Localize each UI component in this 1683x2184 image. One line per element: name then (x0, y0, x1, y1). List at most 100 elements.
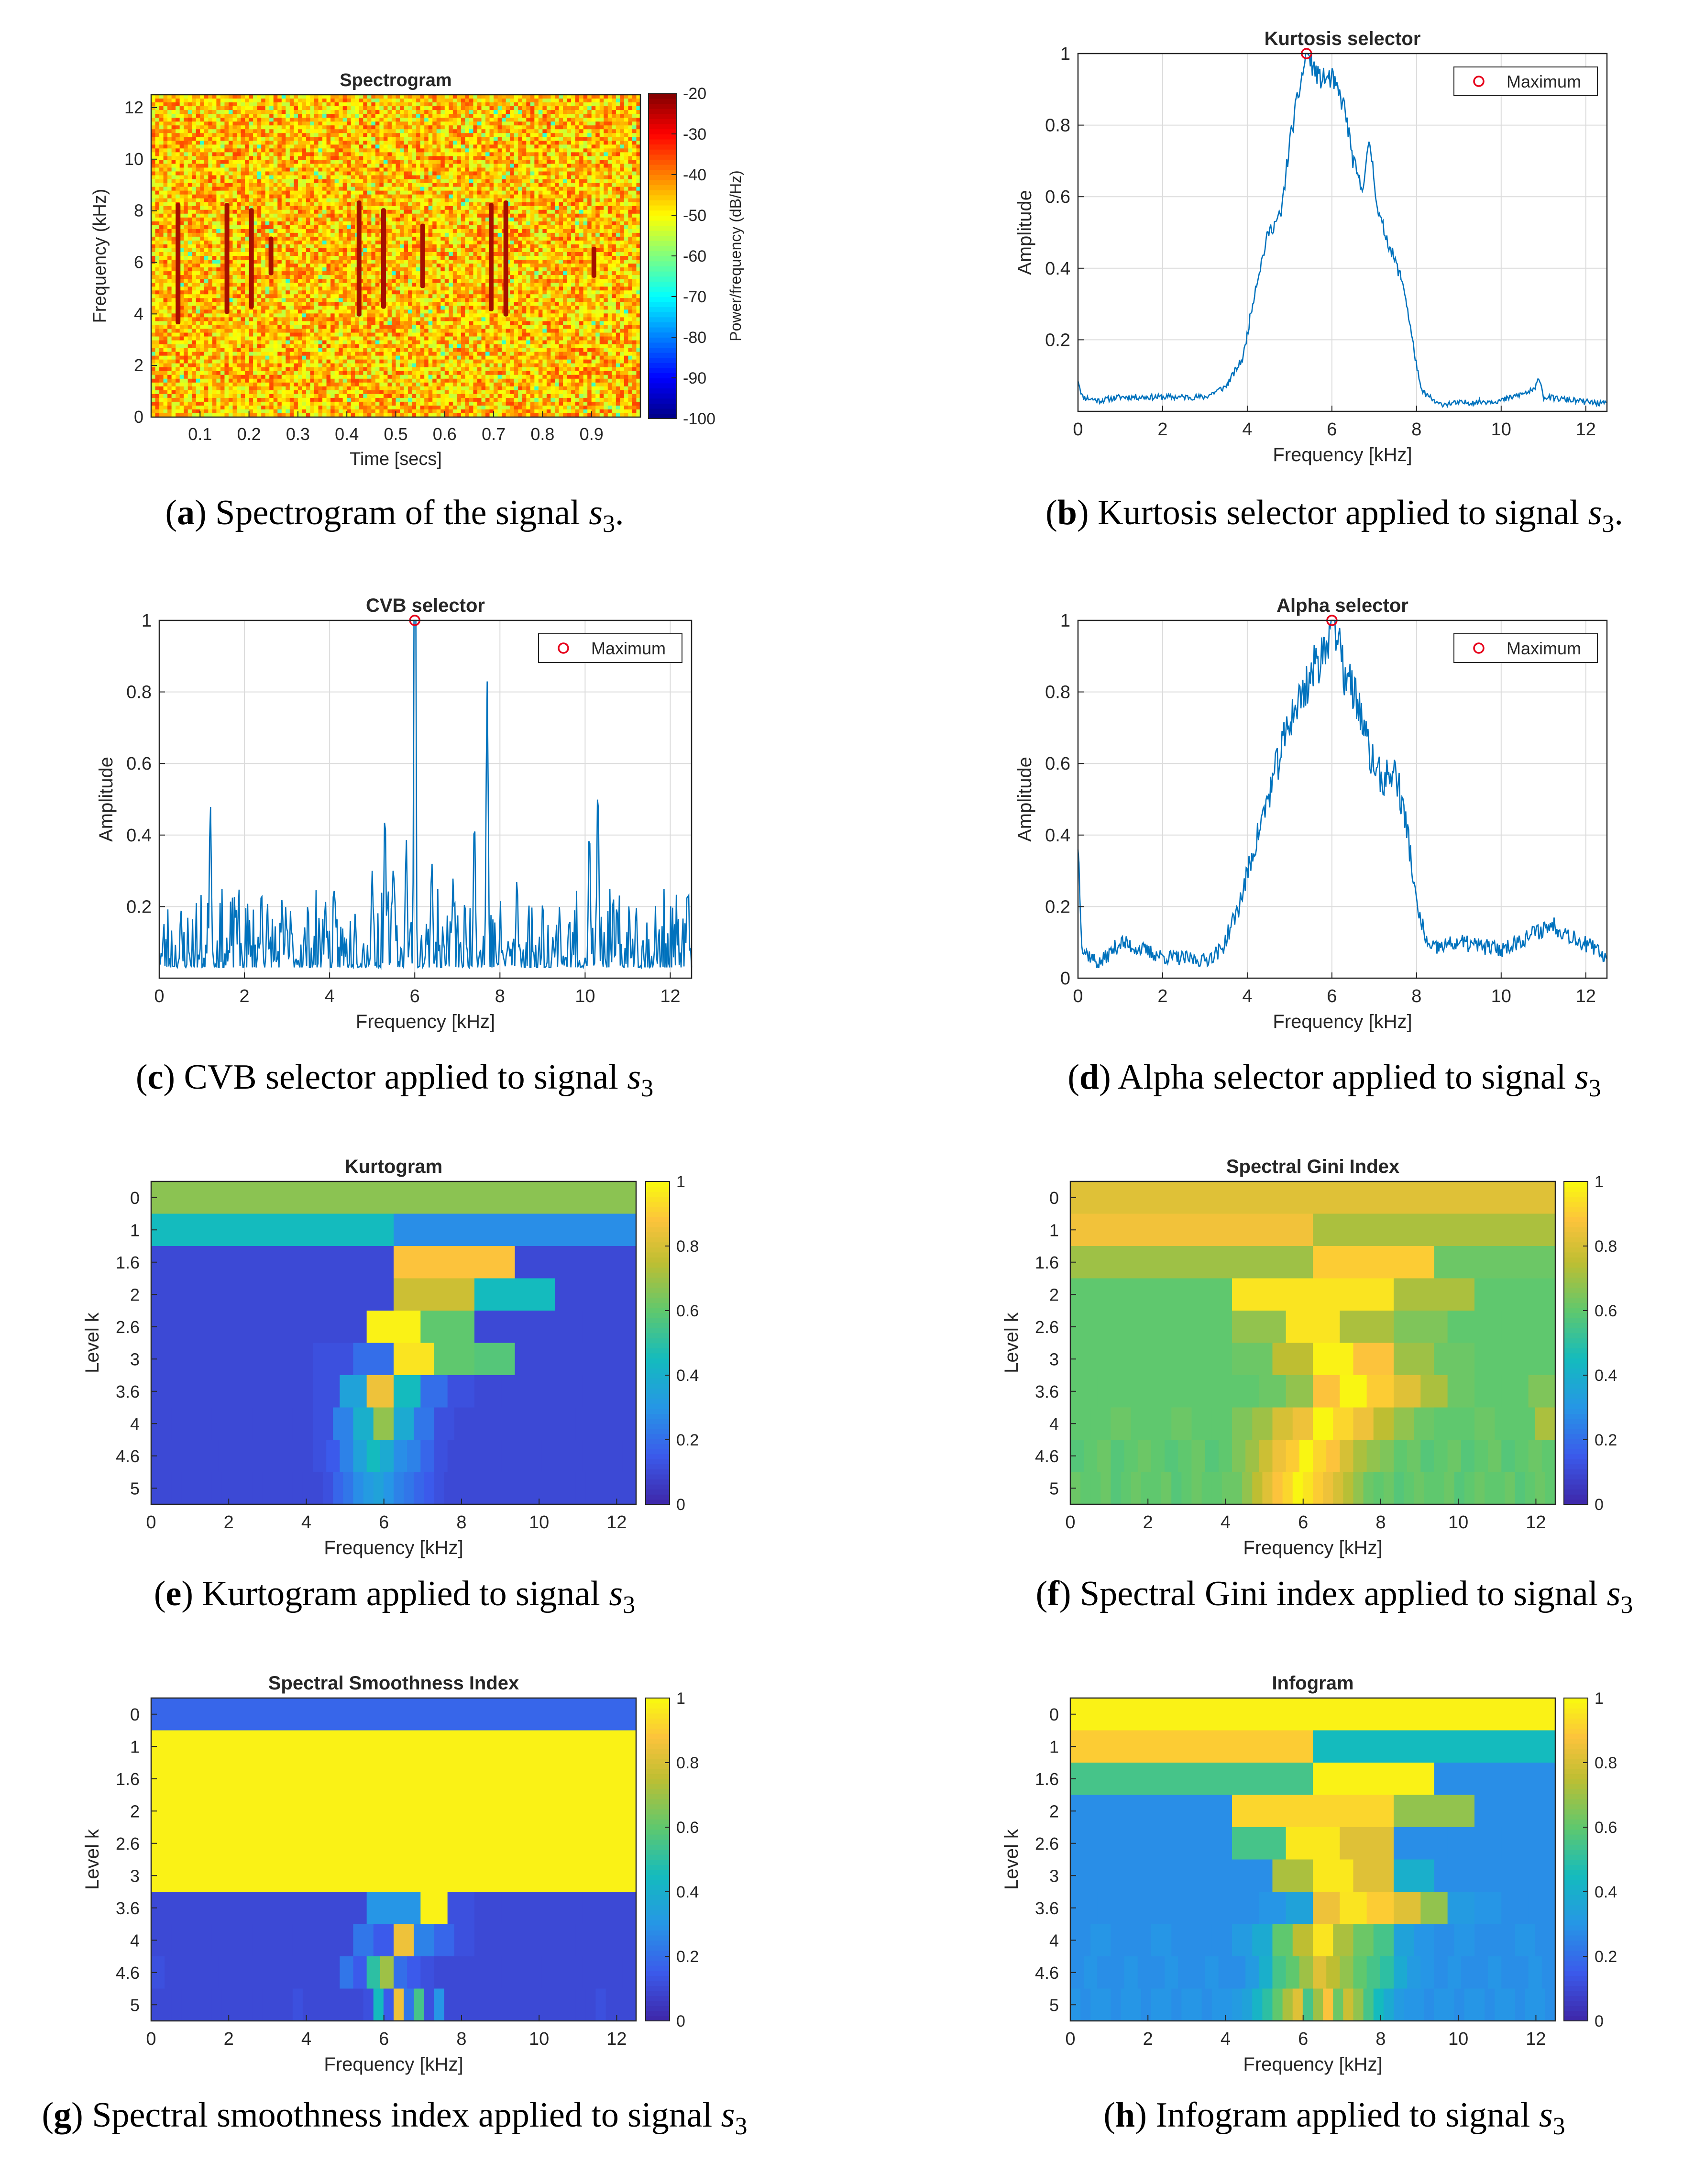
spectrogram-cell (306, 340, 311, 345)
spectrogram-cell (176, 325, 180, 330)
spectrogram-cell (334, 240, 339, 245)
spectrogram-cell (371, 144, 376, 149)
spectrogram-cell (261, 313, 266, 318)
spectrogram-cell (269, 317, 274, 322)
spectrogram-cell (363, 179, 368, 184)
spectrogram-cell (253, 232, 258, 237)
spectrogram-cell (212, 401, 217, 406)
spectrogram-cell (155, 394, 160, 398)
spectrogram-cell (155, 405, 160, 410)
spectrogram-cell (220, 179, 225, 184)
spectrogram-cell (342, 405, 347, 410)
spectrogram-cell (367, 309, 372, 314)
spectrogram-cell (359, 152, 363, 156)
spectrogram-cell (297, 229, 303, 233)
spectrogram-cell (391, 198, 396, 203)
spectrogram-cell (289, 413, 294, 418)
spectrogram-cell (192, 294, 197, 298)
spectrogram-cell (355, 371, 360, 375)
spectrogram-cell (326, 275, 331, 279)
spectrogram-cell (371, 405, 376, 410)
spectrogram-cell (179, 148, 184, 153)
spectrogram-cell (228, 275, 233, 279)
spectrogram-cell (159, 137, 164, 141)
spectrogram-cell (167, 232, 172, 237)
spectrogram-cell (286, 229, 290, 233)
spectrogram-cell (237, 332, 242, 337)
spectrogram-cell (159, 275, 164, 279)
spectrogram-cell (171, 283, 176, 287)
spectrogram-cell (151, 359, 156, 364)
spectrogram-cell (187, 144, 192, 149)
spectrogram-cell (184, 187, 188, 191)
spectrogram-cell (155, 244, 160, 249)
spectrogram-cell (196, 378, 200, 383)
spectrogram-cell (237, 336, 242, 341)
spectrogram-cell (342, 302, 347, 306)
spectrogram-cell (163, 141, 168, 145)
spectrogram-cell (151, 206, 156, 210)
spectrogram-cell (192, 248, 197, 253)
spectrogram-cell (192, 121, 197, 126)
spectrogram-cell (192, 95, 197, 99)
spectrogram-cell (171, 256, 176, 260)
spectrogram-cell (196, 260, 200, 264)
spectrogram-cell (208, 167, 213, 172)
spectrogram-cell (391, 225, 396, 230)
spectrogram-cell (224, 179, 229, 184)
spectrogram-cell (318, 252, 323, 256)
spectrogram-cell (387, 371, 392, 375)
spectrogram-cell (286, 175, 290, 180)
spectrogram-cell (232, 244, 237, 249)
spectrogram-cell (159, 236, 164, 241)
spectrogram-cell (228, 164, 233, 168)
spectrogram-cell (375, 110, 380, 114)
spectrogram-cell (224, 367, 229, 372)
spectrogram-cell (167, 371, 172, 375)
spectrogram-cell (167, 352, 172, 356)
spectrogram-cell (310, 198, 315, 203)
spectrogram-cell (200, 102, 205, 107)
spectrogram-cell (184, 394, 188, 398)
spectrogram-cell (196, 348, 200, 353)
spectrogram-cell (245, 352, 250, 356)
spectrogram-cell (269, 187, 274, 191)
spectrogram-cell (277, 256, 282, 260)
spectrogram-cell (359, 175, 363, 180)
spectrogram-cell (269, 306, 274, 310)
spectrogram-cell (257, 302, 262, 306)
spectrogram-cell (212, 152, 217, 156)
spectrogram-cell (216, 413, 221, 418)
spectrogram-cell (318, 290, 323, 295)
spectrogram-cell (237, 171, 242, 176)
spectrogram-cell (200, 236, 205, 241)
spectrogram-cell (265, 321, 270, 326)
spectrogram-cell (151, 194, 156, 199)
spectrogram-cell (375, 271, 380, 276)
spectrogram-cell (204, 271, 209, 276)
spectrogram-cell (151, 371, 156, 375)
spectrogram-cell (289, 144, 294, 149)
spectrogram-cell (171, 329, 176, 333)
spectrogram-cell (342, 375, 347, 379)
spectrogram-cell (204, 248, 209, 253)
spectrogram-cell (249, 179, 253, 184)
spectrogram-cell (383, 183, 388, 188)
spectrogram-cell (187, 309, 192, 314)
spectrogram-cell (322, 352, 327, 356)
spectrogram-cell (302, 194, 307, 199)
spectrogram-cell (167, 110, 172, 114)
spectrogram-cell (216, 386, 221, 391)
spectrogram-cell (326, 129, 331, 133)
spectrogram-cell (273, 106, 278, 110)
spectrogram-cell (355, 167, 360, 172)
spectrogram-cell (249, 171, 253, 176)
spectrogram-cell (306, 386, 311, 391)
spectrogram-cell (273, 240, 278, 245)
spectrogram-cell (261, 363, 266, 368)
spectrogram-cell (241, 141, 245, 145)
spectrogram-cell (208, 240, 213, 245)
spectrogram-cell (310, 160, 315, 165)
spectrogram-cell (273, 309, 278, 314)
spectrogram-cell (326, 298, 331, 302)
